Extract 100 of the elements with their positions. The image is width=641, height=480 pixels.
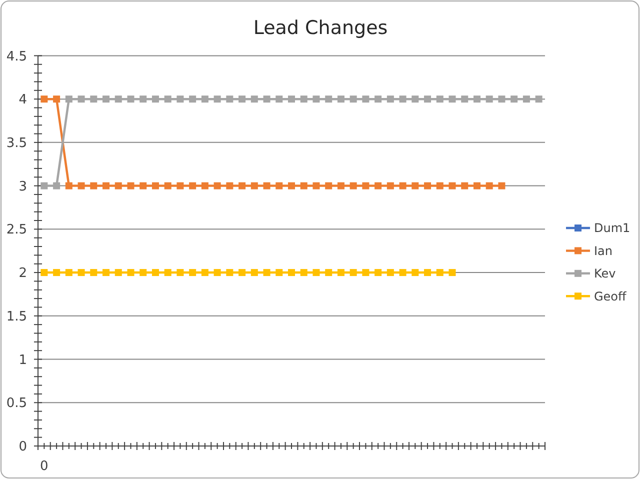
chart-title: Lead Changes <box>253 17 388 39</box>
point <box>250 182 258 190</box>
point <box>436 269 444 276</box>
point <box>448 96 456 103</box>
point <box>250 269 258 276</box>
y-tick-label: 4.5 <box>6 49 27 64</box>
point <box>102 269 110 276</box>
y-tick-label: 1.5 <box>6 309 27 324</box>
point <box>201 96 208 103</box>
point <box>350 182 357 190</box>
point <box>152 269 159 276</box>
point <box>337 269 344 276</box>
point <box>399 96 406 103</box>
point <box>238 182 246 190</box>
point <box>226 269 234 276</box>
point <box>424 269 432 276</box>
point <box>114 182 122 190</box>
point <box>486 182 493 190</box>
point <box>362 96 370 103</box>
point <box>386 96 394 103</box>
point <box>276 269 283 276</box>
point <box>386 182 394 190</box>
y-tick-label: 3.5 <box>6 136 27 151</box>
point <box>189 96 196 103</box>
point <box>399 182 406 190</box>
point <box>152 182 159 190</box>
point <box>436 182 444 190</box>
point <box>176 269 184 276</box>
point <box>189 182 196 190</box>
point <box>226 182 234 190</box>
point <box>40 182 48 190</box>
point <box>238 269 246 276</box>
point <box>164 182 172 190</box>
point <box>276 96 283 103</box>
point <box>140 96 147 103</box>
point <box>40 269 48 276</box>
point <box>386 269 394 276</box>
point <box>78 269 85 276</box>
point <box>65 96 72 103</box>
point <box>424 182 432 190</box>
point <box>53 182 60 190</box>
y-tick-label: 0.5 <box>6 396 27 412</box>
point <box>337 182 344 190</box>
point <box>65 269 72 276</box>
point <box>498 96 506 103</box>
point <box>127 96 134 103</box>
point <box>164 269 172 276</box>
legend-label: Ian <box>594 244 612 258</box>
point <box>436 96 444 103</box>
point <box>90 269 98 276</box>
point <box>350 269 357 276</box>
point <box>374 182 382 190</box>
legend-label: Kev <box>594 266 616 281</box>
point <box>486 96 493 103</box>
point <box>226 96 234 103</box>
point <box>374 96 382 103</box>
point <box>300 269 308 276</box>
point <box>263 269 270 276</box>
point <box>362 182 370 190</box>
y-tick-label: 1 <box>18 352 27 368</box>
legend-label: Geoff <box>594 289 628 304</box>
point <box>238 96 246 103</box>
point <box>152 96 159 103</box>
point <box>250 96 258 103</box>
point <box>412 96 419 103</box>
point <box>473 182 480 190</box>
point <box>312 182 320 190</box>
point <box>263 182 270 190</box>
point <box>189 269 196 276</box>
point <box>510 96 518 103</box>
point <box>140 269 147 276</box>
point <box>412 182 419 190</box>
point <box>40 96 48 103</box>
point <box>448 269 456 276</box>
point <box>53 269 60 276</box>
point <box>53 96 60 103</box>
point <box>424 96 432 103</box>
point <box>461 182 468 190</box>
point <box>300 182 308 190</box>
point <box>214 182 221 190</box>
point <box>78 96 85 103</box>
y-tick-label: 0 <box>18 440 27 455</box>
point <box>127 269 134 276</box>
point <box>102 96 110 103</box>
point <box>337 96 344 103</box>
point <box>473 96 480 103</box>
point <box>288 269 295 276</box>
point <box>127 182 134 190</box>
y-tick-label: 4 <box>18 92 27 108</box>
point <box>325 269 332 276</box>
y-tick-label: 2.5 <box>6 222 27 238</box>
point <box>288 96 295 103</box>
point <box>201 182 208 190</box>
point <box>114 269 122 276</box>
point <box>362 269 370 276</box>
point <box>114 96 122 103</box>
legend-label: Dum1 <box>594 221 630 236</box>
point <box>374 269 382 276</box>
point <box>65 182 72 190</box>
point <box>214 269 221 276</box>
